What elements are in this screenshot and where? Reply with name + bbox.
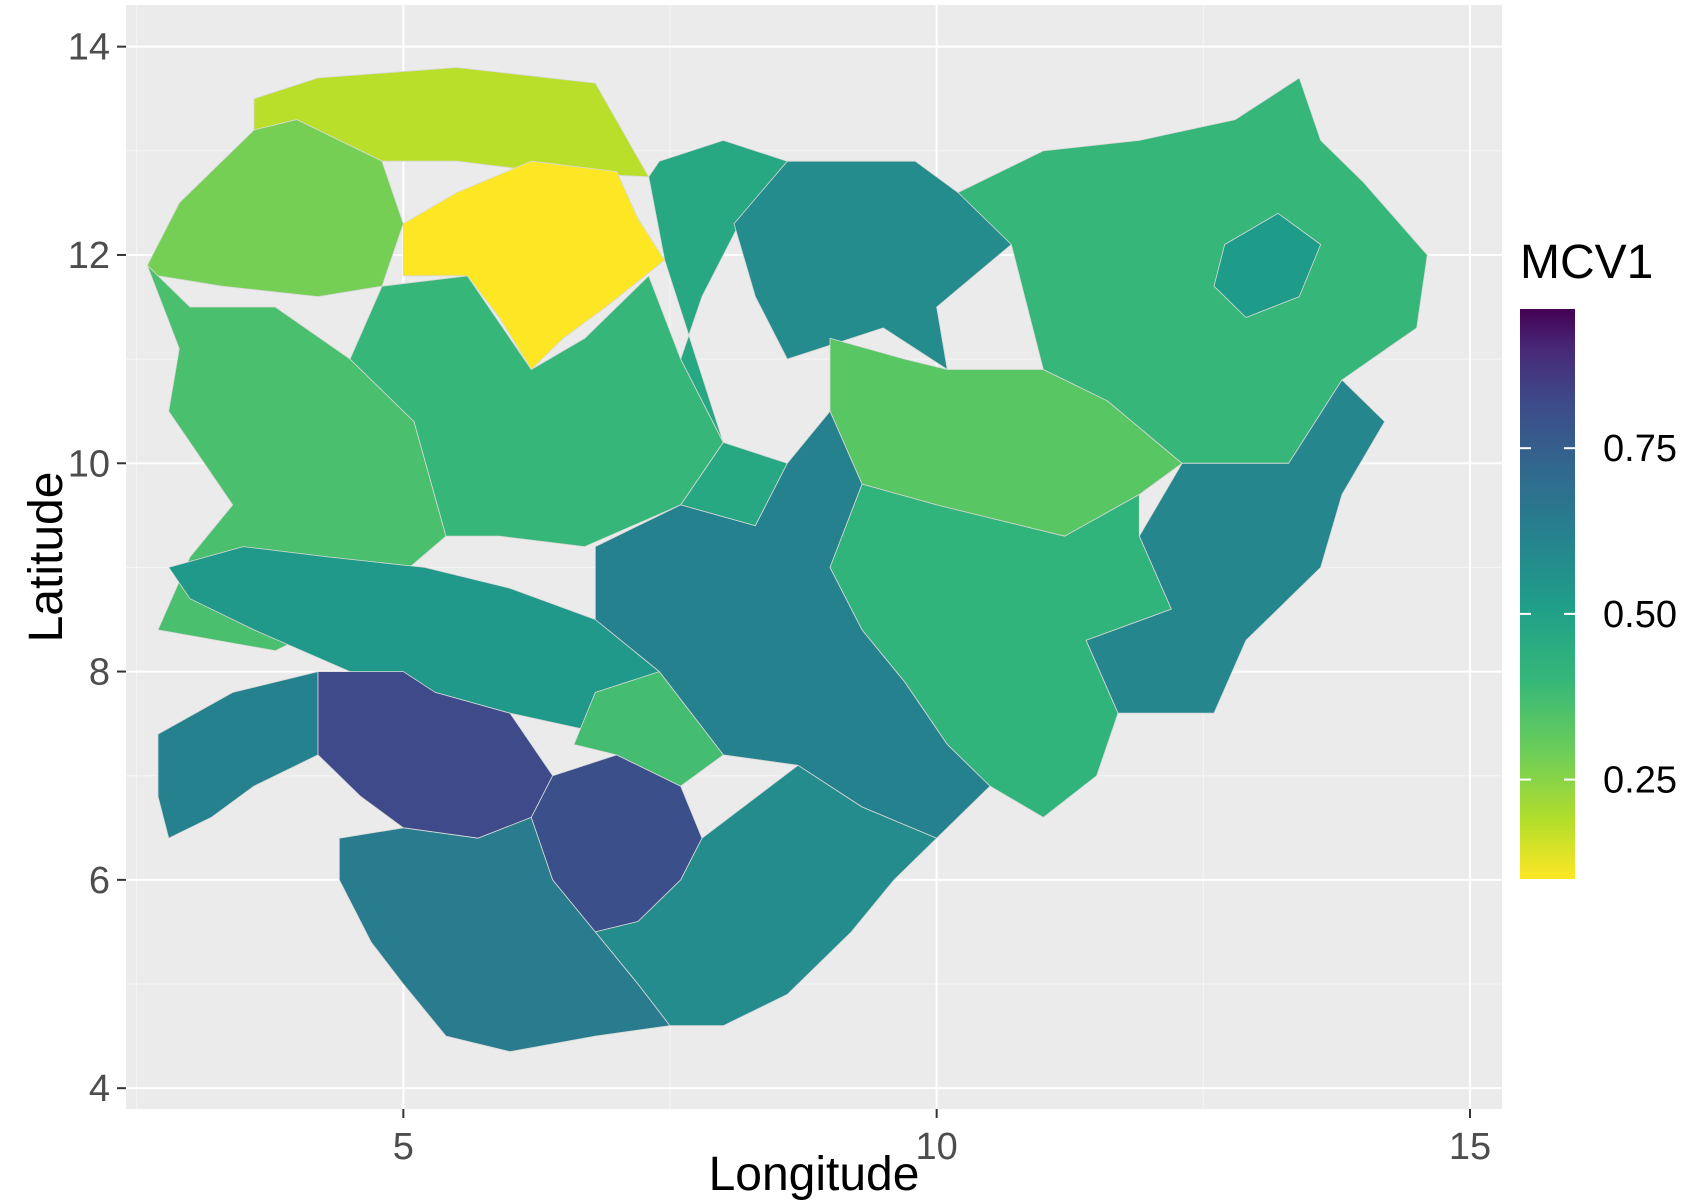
- region-northeast-teal-patches: [1213, 212, 1322, 318]
- region-northeast-plain: [957, 77, 1428, 464]
- x-axis: 5 10 15: [393, 1109, 1491, 1168]
- legend-tick-label: 0.75: [1603, 428, 1677, 470]
- y-tick-label: 8: [89, 652, 110, 694]
- x-axis-title: Longitude: [709, 1148, 920, 1200]
- legend-title: MCV1: [1520, 236, 1653, 289]
- region-kano-kaduna-teal-block: [733, 160, 1055, 370]
- y-tick-label: 10: [68, 443, 110, 485]
- legend-colorbar: [1520, 309, 1575, 879]
- y-axis: 4 6 8 10 12 14: [68, 27, 126, 1110]
- x-tick-label: 5: [393, 1126, 414, 1168]
- legend-tick-label: 0.50: [1603, 594, 1677, 636]
- legend-ticks: 0.25 0.50 0.75: [1520, 428, 1677, 802]
- y-tick-label: 14: [68, 27, 110, 69]
- x-tick-label: 10: [916, 1126, 958, 1168]
- region-kogi-benue-green: [573, 671, 724, 787]
- legend-tick-label: 0.25: [1603, 760, 1677, 802]
- map-regions: [146, 67, 1428, 1053]
- y-tick-label: 12: [68, 235, 110, 277]
- region-south-south-teal: [594, 764, 938, 1027]
- legend: MCV1 0.25 0.50 0.75: [1520, 236, 1677, 879]
- y-tick-label: 4: [89, 1068, 110, 1110]
- y-tick-label: 6: [89, 860, 110, 902]
- region-northwest-green-margin: [146, 119, 404, 297]
- x-tick-label: 15: [1449, 1126, 1491, 1168]
- y-axis-title: Latitude: [20, 472, 73, 643]
- region-southwest-lagos-belt: [157, 671, 319, 839]
